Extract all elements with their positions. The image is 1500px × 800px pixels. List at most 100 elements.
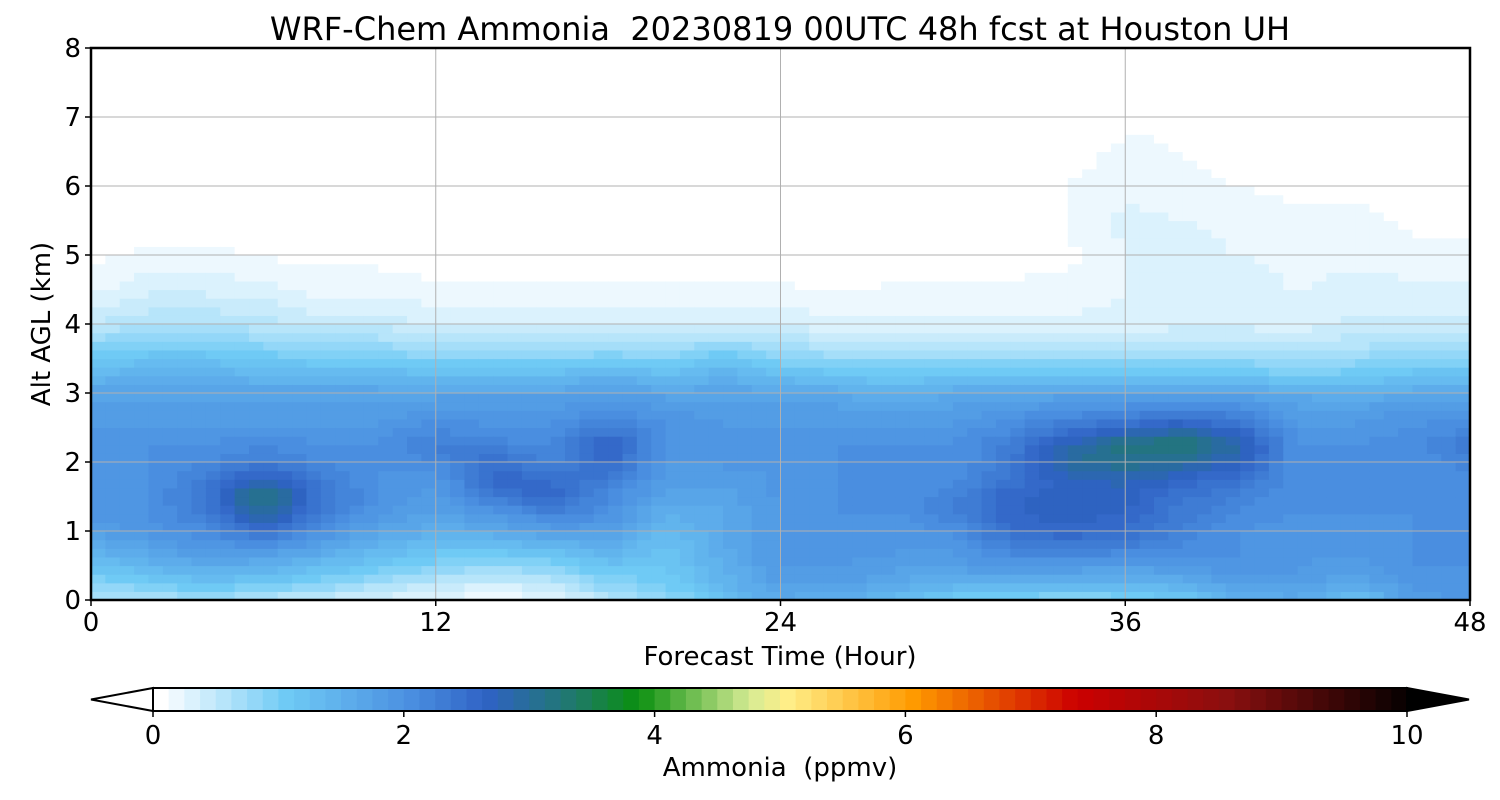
heatmap-cell	[421, 367, 437, 377]
heatmap-cell	[220, 229, 236, 239]
heatmap-cell	[866, 487, 882, 498]
heatmap-cell	[1053, 56, 1069, 66]
heatmap-cell	[967, 91, 983, 101]
heatmap-cell	[866, 306, 882, 316]
heatmap-cell	[995, 341, 1011, 351]
heatmap-cell	[565, 134, 580, 144]
heatmap-cell	[306, 574, 322, 584]
heatmap-cell	[608, 341, 624, 351]
heatmap-cell	[952, 56, 968, 66]
heatmap-cell	[91, 99, 106, 109]
heatmap-cell	[119, 505, 135, 515]
heatmap-cell	[536, 151, 552, 161]
heatmap-cell	[751, 272, 767, 282]
heatmap-cell	[780, 125, 796, 135]
heatmap-cell	[1039, 393, 1055, 403]
heatmap-cell	[1168, 194, 1184, 204]
heatmap-cell	[866, 565, 882, 575]
heatmap-cell	[694, 151, 710, 161]
heatmap-cell	[306, 556, 322, 567]
heatmap-cell	[91, 487, 106, 498]
heatmap-cell	[1024, 427, 1040, 437]
heatmap-cell	[608, 280, 624, 291]
heatmap-cell	[234, 375, 250, 385]
heatmap-cell	[119, 160, 135, 170]
heatmap-cell	[1053, 462, 1069, 472]
heatmap-cell	[134, 315, 150, 325]
heatmap-cell	[1010, 168, 1026, 178]
heatmap-cell	[665, 237, 681, 247]
heatmap-cell	[249, 384, 264, 394]
heatmap-cell	[234, 298, 250, 308]
heatmap-cell	[837, 375, 853, 385]
heatmap-cell	[708, 410, 724, 420]
heatmap-cell	[852, 470, 868, 480]
heatmap-cell	[536, 462, 552, 472]
heatmap-cell	[148, 73, 164, 84]
heatmap-cell	[694, 556, 710, 567]
heatmap-cell	[995, 186, 1011, 196]
heatmap-cell	[1168, 384, 1184, 394]
heatmap-cell	[766, 272, 782, 282]
heatmap-cell	[191, 272, 207, 282]
heatmap-cell	[493, 211, 509, 222]
heatmap-cell	[105, 65, 121, 75]
heatmap-cell	[378, 401, 394, 411]
heatmap-cell	[306, 177, 322, 187]
heatmap-cell	[967, 453, 983, 463]
heatmap-cell	[407, 418, 422, 429]
heatmap-cell	[651, 108, 667, 118]
heatmap-cell	[909, 306, 925, 316]
heatmap-cell	[967, 48, 983, 58]
heatmap-cell	[435, 324, 451, 334]
heatmap-cell	[1067, 306, 1083, 316]
heatmap-cell	[1053, 436, 1069, 446]
heatmap-cell	[895, 194, 911, 204]
heatmap-cell	[579, 444, 595, 454]
heatmap-cell	[1110, 367, 1126, 377]
heatmap-cell	[205, 160, 221, 170]
heatmap-cell	[924, 453, 940, 463]
heatmap-cell	[507, 427, 523, 437]
heatmap-cell	[1110, 556, 1126, 567]
heatmap-cell	[119, 591, 135, 600]
heatmap-cell	[852, 496, 868, 506]
heatmap-cell	[794, 160, 810, 170]
heatmap-cell	[148, 470, 164, 480]
heatmap-cell	[636, 479, 652, 489]
heatmap-cell	[608, 393, 624, 403]
heatmap-cell	[967, 160, 983, 170]
heatmap-cell	[751, 186, 767, 196]
heatmap-cell	[349, 384, 365, 394]
heatmap-cell	[1082, 203, 1098, 213]
heatmap-cell	[1168, 73, 1184, 84]
heatmap-cell	[249, 556, 264, 567]
heatmap-cell	[162, 427, 178, 437]
heatmap-cell	[220, 91, 236, 101]
heatmap-cell	[694, 134, 710, 144]
heatmap-cell	[177, 56, 193, 66]
heatmap-cell	[1168, 160, 1184, 170]
heatmap-cell	[507, 505, 523, 515]
heatmap-cell	[220, 211, 236, 222]
heatmap-cell	[823, 384, 839, 394]
heatmap-cell	[981, 531, 997, 541]
heatmap-cell	[809, 591, 825, 600]
heatmap-cell	[723, 487, 738, 498]
heatmap-cell	[579, 332, 595, 342]
heatmap-cell	[493, 556, 509, 567]
heatmap-cell	[263, 263, 279, 273]
heatmap-cell	[794, 65, 810, 75]
heatmap-cell	[565, 375, 580, 385]
heatmap-cell	[881, 142, 897, 153]
heatmap-cell	[766, 496, 782, 506]
heatmap-cell	[177, 332, 193, 342]
heatmap-cell	[407, 470, 422, 480]
heatmap-cell	[967, 298, 983, 308]
heatmap-cell	[105, 556, 121, 567]
heatmap-cell	[320, 418, 336, 429]
heatmap-cell	[866, 246, 882, 256]
heatmap-cell	[794, 203, 810, 213]
heatmap-cell	[105, 306, 121, 316]
heatmap-cell	[952, 194, 968, 204]
